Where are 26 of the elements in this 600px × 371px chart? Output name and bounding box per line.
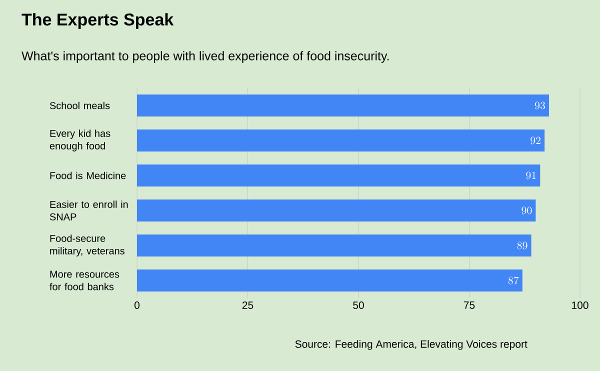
x-tick-label: 100 xyxy=(572,302,588,309)
y-tick-label: Food is Medicine xyxy=(50,172,126,180)
y-tick-label: Easier to enroll in SNAP xyxy=(50,200,128,220)
x-tick-label: 25 xyxy=(242,302,254,309)
x-tick-label: 50 xyxy=(353,302,364,309)
data-label: 91 xyxy=(526,172,536,180)
source-note: Source: Feeding America, Elevating Voices report xyxy=(295,340,528,350)
x-tick-label: 75 xyxy=(464,302,475,309)
chart-title: The Experts Speak xyxy=(22,13,174,29)
chart-subtitle: What's important to people with lived experience of food insecurity. xyxy=(22,51,389,63)
bar xyxy=(137,270,522,292)
data-label: 89 xyxy=(517,242,528,250)
data-label: 92 xyxy=(530,136,540,144)
y-tick-label: Every kid has enough food xyxy=(50,130,110,152)
data-label: 93 xyxy=(535,102,546,110)
bar xyxy=(137,130,545,152)
y-tick-label: School meals xyxy=(50,102,110,110)
bar xyxy=(137,200,536,222)
x-tick-label: 0 xyxy=(134,302,140,309)
data-label: 90 xyxy=(522,206,532,214)
bar xyxy=(137,234,532,257)
y-tick-label: Food-secure military, veterans xyxy=(50,234,124,256)
data-label: 87 xyxy=(508,276,519,284)
y-tick-label: More resources for food banks xyxy=(50,270,120,290)
bar xyxy=(137,164,540,187)
bar xyxy=(137,94,549,117)
